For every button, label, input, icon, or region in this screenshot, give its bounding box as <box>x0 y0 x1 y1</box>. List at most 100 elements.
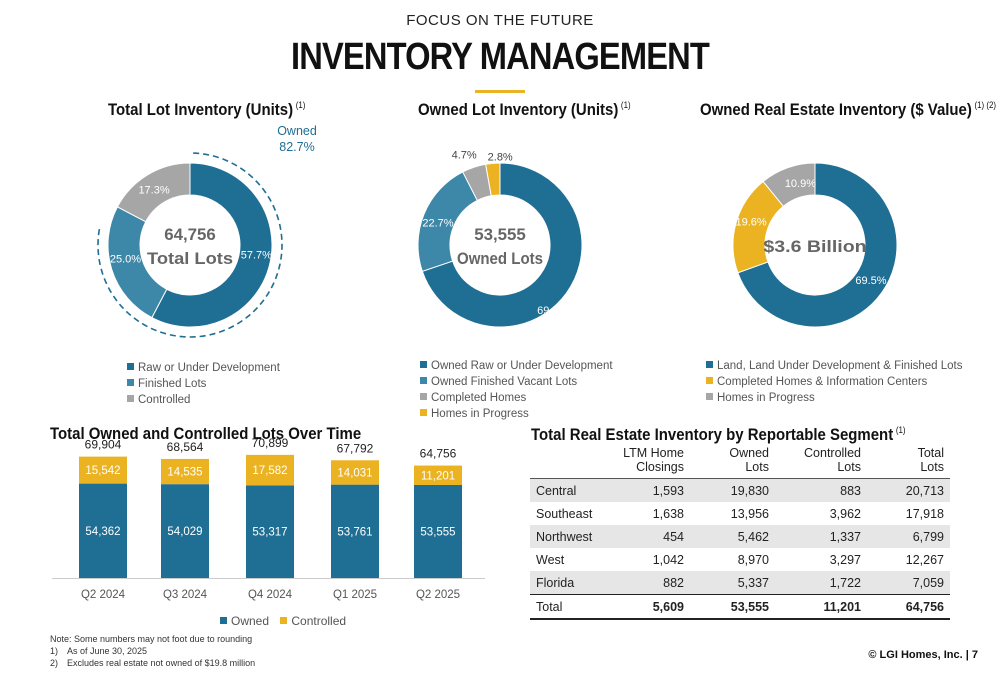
slice-label: 10.9% <box>785 178 816 190</box>
header-closings: LTM Home Closings <box>623 446 684 474</box>
footer-copyright: © LGI Homes, Inc. | 7 <box>868 649 978 661</box>
table-cell: 3,962 <box>829 506 861 521</box>
legend-label: Homes in Progress <box>431 408 529 420</box>
owned-label: Owned <box>277 124 317 138</box>
x-tick-label: Q2 2025 <box>416 589 460 601</box>
bar-total-label: 67,792 <box>337 441 374 455</box>
legend-swatch <box>127 363 134 370</box>
page-title: INVENTORY MANAGEMENT <box>291 36 710 78</box>
legend-swatch <box>127 379 134 386</box>
x-tick-label: Q4 2024 <box>248 589 293 601</box>
legend-label: Completed Homes & Information Centers <box>717 376 928 388</box>
donut-center-label: 53,555 <box>474 225 526 244</box>
donut-center-label: Owned Lots <box>457 249 543 268</box>
slice-label: 69.8% <box>537 305 568 317</box>
table-header-row: LTM Home Closings Owned Lots Controlled Lot… <box>530 446 950 479</box>
legend-label: Raw or Under Development <box>138 362 280 374</box>
bar-controlled-label: 15,542 <box>85 465 120 477</box>
segment-name: Total <box>530 594 600 620</box>
donut-center-label: Total Lots <box>147 249 233 268</box>
table-total-row: Total 5,609 53,555 11,201 64,756 <box>530 594 950 620</box>
bar-total-label: 64,756 <box>420 447 457 461</box>
bar-total-label: 70,899 <box>252 436 289 450</box>
header-total: Total Lots <box>917 446 944 474</box>
bar-owned <box>414 485 462 578</box>
legend-label: Owned Finished Vacant Lots <box>431 376 578 388</box>
donut2-chart: 69.8% 22.7% 4.7% 2.8% 53,555 Owned Lots <box>417 150 583 328</box>
slice-label: 2.8% <box>488 151 513 163</box>
bar-controlled <box>161 458 209 485</box>
bar-chart: 54,362 15,542 69,904 Q2 2024 54,029 14,535 68,… <box>52 436 485 601</box>
donut1-legend: Raw or Under Development Finished Lots Con… <box>127 360 280 408</box>
table-cell: 17,918 <box>905 506 944 521</box>
donut2-legend: Owned Raw or Under Development Owned Fini… <box>420 358 613 422</box>
segment-name: West <box>536 552 565 567</box>
table-row: Florida 882 5,337 1,722 7,059 <box>530 571 950 595</box>
slice-homes-in-progress <box>762 162 816 207</box>
table-cell: 1,722 <box>775 571 867 595</box>
bar-controlled <box>331 460 379 485</box>
donut3-chart: 69.5% 19.6% 10.9% $3.6 Billion <box>732 162 898 328</box>
donut-center-label: 64,756 <box>164 225 216 244</box>
slice-label: 19.6% <box>735 217 766 229</box>
donut2-title: Owned Lot Inventory (Units) (1) <box>418 100 631 119</box>
bar-owned <box>331 484 379 578</box>
bar-controlled <box>79 456 127 484</box>
owned-dashed-arc <box>97 152 283 338</box>
owned-percent: 82.7% <box>279 140 314 154</box>
bar-controlled-label: 11,201 <box>421 470 455 482</box>
table-cell: 6,799 <box>867 525 950 548</box>
table-cell: 883 <box>775 478 867 502</box>
x-tick-label: Q2 2024 <box>81 589 126 601</box>
table-cell: 5,462 <box>690 525 775 548</box>
footnote-1: 1) As of June 30, 2025 <box>50 646 148 656</box>
segment-name: Central <box>530 478 600 502</box>
slice-controlled <box>116 162 191 223</box>
title-underline <box>475 90 525 93</box>
legend-label: Controlled <box>138 394 191 406</box>
table-cell: 64,756 <box>867 594 950 620</box>
table-row: Northwest 454 5,462 1,337 6,799 <box>530 525 950 548</box>
header-segment <box>530 446 600 479</box>
legend-item: Completed Homes & Information Centers <box>706 374 963 390</box>
table-cell: 11,201 <box>775 594 867 620</box>
legend-swatch <box>420 377 427 384</box>
legend-swatch <box>420 361 427 368</box>
table-cell: 7,059 <box>867 571 950 595</box>
bar-owned-label: 53,761 <box>337 526 372 538</box>
footnote-2: 2) Excludes real estate not owned of $19… <box>50 658 256 668</box>
donut1-title: Total Lot Inventory (Units) (1) <box>108 100 306 119</box>
x-tick-label: Q3 2024 <box>163 589 208 601</box>
table-cell: 12,267 <box>905 552 944 567</box>
bar-owned-label: 53,317 <box>252 527 287 539</box>
legend-label: Land, Land Under Development & Finished … <box>717 360 963 372</box>
legend-item: Finished Lots <box>127 376 280 392</box>
legend-swatch <box>420 409 427 416</box>
slice-land-land-under-development-finished-lots <box>737 162 898 328</box>
segment-name: Northwest <box>530 525 600 548</box>
bar-controlled-label: 14,535 <box>167 467 202 479</box>
table-cell: 53,555 <box>690 594 775 620</box>
legend-swatch <box>127 395 134 402</box>
header-owned: Owned Lots <box>729 446 769 474</box>
slice-homes-in-progress <box>485 162 501 197</box>
bar-owned-label: 54,362 <box>85 526 120 538</box>
legend-item: Homes in Progress <box>706 390 963 406</box>
donut3-legend: Land, Land Under Development & Finished … <box>706 358 963 406</box>
legend-item: Raw or Under Development <box>127 360 280 376</box>
slice-label: 57.7% <box>241 249 272 261</box>
legend-label: Homes in Progress <box>717 392 815 404</box>
bar-total-label: 69,904 <box>85 438 122 452</box>
table-row: West 1,042 8,970 3,297 12,267 <box>530 548 950 571</box>
legend-swatch <box>420 393 427 400</box>
legend-swatch <box>706 393 713 400</box>
table-cell: 20,713 <box>867 478 950 502</box>
legend-item: Owned Raw or Under Development <box>420 358 613 374</box>
table-cell: 8,970 <box>737 552 769 567</box>
bar-controlled <box>246 454 294 486</box>
legend-item: Homes in Progress <box>420 406 613 422</box>
slice-raw-or-under-development <box>151 162 273 328</box>
slice-owned-raw-or-under-development <box>421 162 583 328</box>
table-cell: 19,830 <box>690 478 775 502</box>
footnotes: Note: Some numbers may not foot due to r… <box>50 633 255 669</box>
